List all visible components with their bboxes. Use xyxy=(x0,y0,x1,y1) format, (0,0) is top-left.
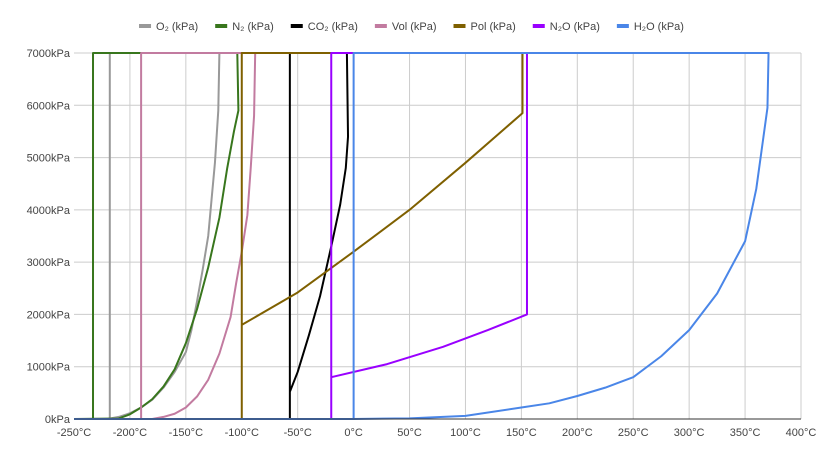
legend-item[interactable]: Vol (kPa) xyxy=(374,21,437,33)
series-line-6 xyxy=(74,52,770,420)
x-tick-label: -250°C xyxy=(57,427,91,439)
x-tick-label: 350°C xyxy=(730,427,761,439)
legend-swatch xyxy=(453,24,466,28)
y-tick-label: 2000kPa xyxy=(27,309,71,321)
legend-item[interactable]: Pol (kPa) xyxy=(453,21,516,33)
series-line-3 xyxy=(74,52,257,420)
legend: O₂ (kPa) N₂ (kPa) CO₂ (kPa) Vol (kPa) Pol (k… xyxy=(139,21,684,33)
gridlines xyxy=(74,52,802,419)
x-tick-label: -100°C xyxy=(225,427,259,439)
x-tick-label: -200°C xyxy=(113,427,147,439)
y-tick-label: 3000kPa xyxy=(27,257,71,269)
y-tick-label: 1000kPa xyxy=(27,362,71,374)
legend-item[interactable]: O₂ (kPa) xyxy=(139,21,198,33)
series-layer xyxy=(73,52,770,420)
legend-swatch xyxy=(215,24,228,28)
legend-item[interactable]: H₂O (kPa) xyxy=(616,21,684,33)
x-tick-label: 400°C xyxy=(786,427,817,439)
x-tick-label: 200°C xyxy=(562,427,593,439)
series-line-1 xyxy=(73,52,240,420)
legend-swatch xyxy=(616,24,629,28)
legend-label: N₂O (kPa) xyxy=(550,21,600,33)
legend-swatch xyxy=(139,24,152,28)
legend-label: Pol (kPa) xyxy=(471,21,516,33)
x-tick-label: 0°C xyxy=(344,427,363,439)
legend-swatch xyxy=(532,24,545,28)
legend-label: N₂ (kPa) xyxy=(232,21,274,33)
legend-label: H₂O (kPa) xyxy=(634,21,684,33)
legend-label: O₂ (kPa) xyxy=(156,21,198,33)
y-tick-label: 4000kPa xyxy=(27,205,71,217)
legend-item[interactable]: N₂O (kPa) xyxy=(532,21,600,33)
legend-swatch xyxy=(374,24,387,28)
axes: 0kPa 1000kPa 2000kPa 3000kPa 4000kPa 5000kPa 6… xyxy=(27,48,817,439)
x-tick-label: 150°C xyxy=(506,427,537,439)
y-tick-label: 0kPa xyxy=(45,414,71,426)
legend-item[interactable]: N₂ (kPa) xyxy=(215,21,274,33)
legend-item[interactable]: CO₂ (kPa) xyxy=(290,21,358,33)
x-tick-label: 100°C xyxy=(450,427,481,439)
legend-label: CO₂ (kPa) xyxy=(308,21,358,33)
legend-label: Vol (kPa) xyxy=(392,21,437,33)
y-tick-label: 6000kPa xyxy=(27,100,71,112)
x-tick-label: 250°C xyxy=(618,427,649,439)
x-tick-label: -50°C xyxy=(284,427,312,439)
y-tick-label: 5000kPa xyxy=(27,153,71,165)
x-tick-label: 300°C xyxy=(674,427,705,439)
legend-swatch xyxy=(290,24,303,28)
x-tick-label: 50°C xyxy=(397,427,422,439)
y-tick-label: 7000kPa xyxy=(27,48,71,60)
x-tick-label: -150°C xyxy=(169,427,203,439)
